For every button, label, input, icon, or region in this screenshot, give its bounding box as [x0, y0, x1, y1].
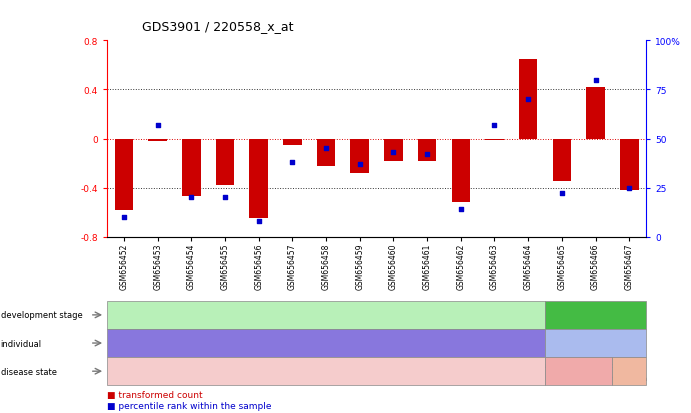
Bar	[418, 139, 437, 161]
Bar	[249, 139, 268, 219]
Bar	[586, 88, 605, 139]
Text: GDS3901 / 220558_x_at: GDS3901 / 220558_x_at	[142, 20, 293, 33]
Point	[455, 206, 466, 213]
Point	[152, 122, 163, 129]
Bar	[553, 139, 571, 182]
Point	[422, 152, 433, 158]
Bar	[384, 139, 403, 161]
Text: ■ transformed count: ■ transformed count	[107, 390, 202, 399]
Point	[287, 159, 298, 166]
Bar	[283, 139, 302, 145]
Bar	[316, 139, 335, 166]
Text: disease state: disease state	[1, 367, 57, 376]
Point	[321, 146, 332, 152]
Point	[624, 185, 635, 192]
Point	[253, 218, 264, 225]
Bar	[216, 139, 234, 186]
Bar	[182, 139, 200, 197]
Text: European patient: European patient	[565, 340, 626, 346]
Text: Endemic Burkitt lymphoma: Endemic Burkitt lymphoma	[259, 366, 392, 376]
Text: Immunodeficiency associated
Burkitt
lymphoma: Immunodeficiency associated Burkitt lymp…	[527, 362, 631, 381]
Point	[118, 214, 129, 221]
Bar	[149, 139, 167, 142]
Point	[489, 122, 500, 129]
Text: Sporadic
Burkitt
lymphoma: Sporadic Burkitt lymphoma	[611, 362, 647, 381]
Point	[556, 191, 567, 197]
Bar	[350, 139, 369, 173]
Bar	[115, 139, 133, 210]
Bar	[620, 139, 638, 190]
Text: individual: individual	[1, 339, 42, 348]
Text: child: child	[314, 310, 338, 320]
Point	[522, 97, 533, 103]
Point	[354, 161, 366, 168]
Point	[186, 195, 197, 201]
Bar	[451, 139, 470, 203]
Point	[388, 150, 399, 156]
Text: African patient: African patient	[290, 338, 362, 348]
Text: adult: adult	[587, 312, 605, 318]
Text: ■ percentile rank within the sample: ■ percentile rank within the sample	[107, 401, 272, 410]
Bar	[519, 59, 538, 139]
Text: development stage: development stage	[1, 311, 82, 320]
Point	[590, 77, 601, 84]
Bar	[485, 139, 504, 140]
Point	[220, 195, 231, 201]
